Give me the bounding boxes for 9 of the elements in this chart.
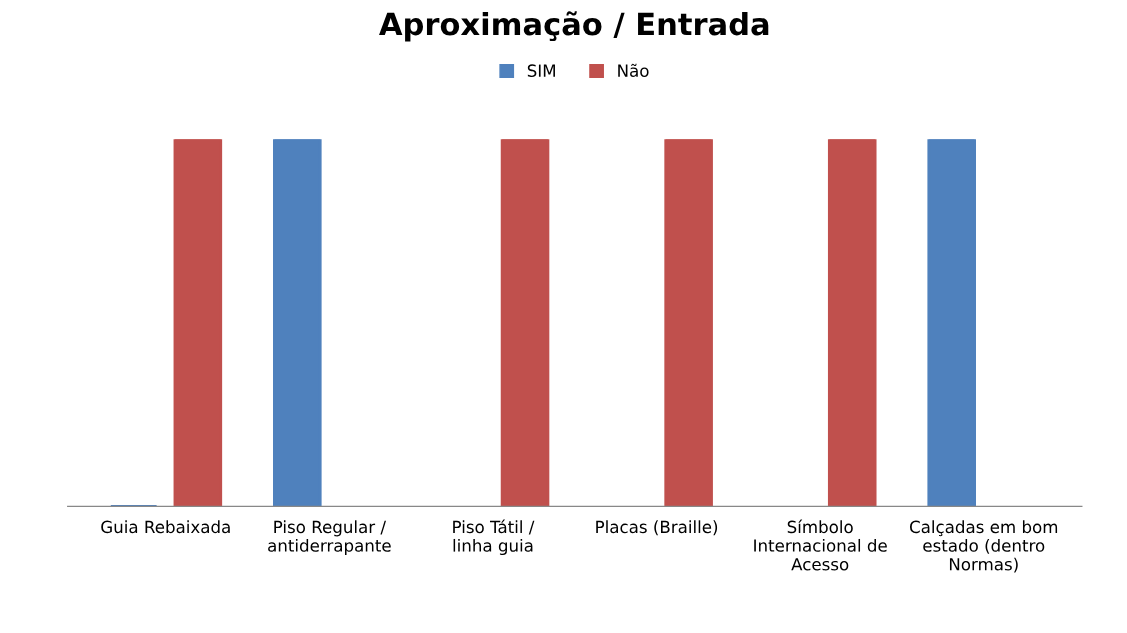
x-tick-label: Piso Regular / antiderrapante [268,520,391,556]
legend-label: SIM [527,64,555,77]
chart-title: Aproximação / Entrada [379,11,769,42]
x-tick-label: Calçadas em bom estado (dentro Normas) [909,520,1058,573]
legend-label: Não [618,63,649,77]
x-tick-label: Guia Rebaixada [101,520,230,534]
x-tick-label: Piso Tátil / linha guia [453,519,535,556]
x-tick-label: Símbolo Internacional de Acesso [754,519,887,571]
x-tick-label: Placas (Braille) [596,520,718,536]
